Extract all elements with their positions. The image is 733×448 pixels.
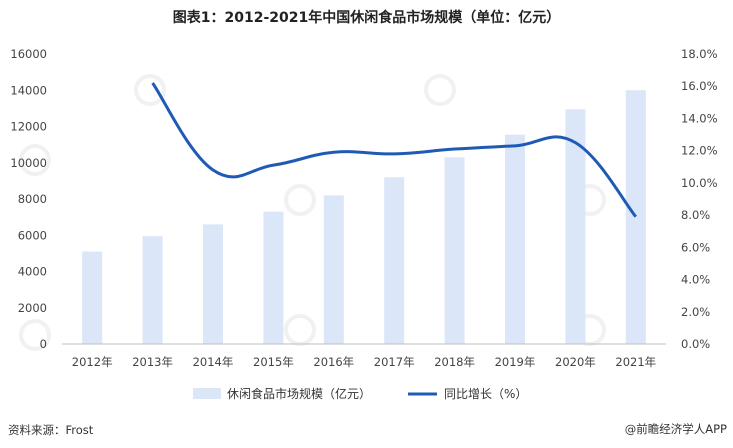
y-right-tick-label: 14.0%	[681, 111, 718, 125]
line-series	[151, 82, 637, 218]
watermark-mark	[19, 144, 51, 176]
y-left-tick-label: 8000	[18, 192, 47, 206]
y-left-tick-label: 16000	[10, 47, 47, 61]
bar	[625, 90, 646, 344]
x-tick-label: 2020年	[555, 355, 596, 369]
y-right-tick-label: 18.0%	[681, 47, 718, 61]
source-note: 资料来源：Frost	[8, 423, 94, 437]
x-tick-label: 2019年	[495, 355, 536, 369]
y-right-tick-label: 6.0%	[681, 240, 710, 254]
bar	[505, 134, 525, 344]
x-tick-label: 2017年	[374, 355, 415, 369]
x-tick-label: 2013年	[132, 355, 173, 369]
y-left-tick-label: 10000	[10, 156, 47, 170]
legend-line-label: 同比增长（%）	[444, 387, 527, 401]
legend-bar-swatch	[193, 388, 221, 399]
y-right-tick-label: 16.0%	[681, 79, 718, 93]
x-tick-label: 2021年	[615, 355, 656, 369]
x-tick-label: 2012年	[72, 355, 113, 369]
watermark-mark	[134, 74, 166, 106]
watermark-mark	[424, 74, 456, 106]
y-right-tick-label: 2.0%	[681, 305, 710, 319]
y-left-tick-label: 14000	[10, 83, 47, 97]
y-left-tick-label: 2000	[18, 301, 47, 315]
y-left-tick-label: 6000	[18, 228, 47, 242]
legend-bar-label: 休闲食品市场规模（亿元）	[227, 386, 371, 401]
chart-title: 图表1：2012-2021年中国休闲食品市场规模（单位：亿元）	[172, 10, 561, 26]
bar	[203, 224, 223, 344]
x-tick-label: 2018年	[434, 355, 475, 369]
x-tick-label: 2016年	[313, 355, 354, 369]
y-right-tick-label: 4.0%	[681, 273, 710, 287]
x-tick-label: 2015年	[253, 355, 294, 369]
bar	[263, 211, 284, 344]
legend: 休闲食品市场规模（亿元） 同比增长（%）	[193, 386, 527, 401]
bar	[384, 177, 405, 344]
y-right-tick-label: 12.0%	[681, 144, 718, 158]
bar	[444, 157, 465, 344]
y-left-tick-label: 12000	[10, 120, 47, 134]
axes: 0 2000 4000 6000 8000 10000 12000 14000 16000 0.0…	[10, 47, 717, 369]
bar	[142, 236, 163, 344]
brand-credit: @前瞻经济学人APP	[624, 422, 727, 436]
bar	[82, 251, 103, 344]
watermark-mark	[284, 314, 316, 346]
bar-series	[82, 90, 646, 344]
y-left-tick-label: 0	[40, 337, 47, 351]
y-left-tick-label: 4000	[18, 265, 47, 279]
y-right-tick-label: 0.0%	[681, 337, 710, 351]
y-right-tick-label: 8.0%	[681, 208, 710, 222]
watermark-mark	[19, 319, 51, 351]
x-tick-label: 2014年	[193, 355, 234, 369]
y-right-tick-label: 10.0%	[681, 176, 718, 190]
bar	[565, 109, 586, 344]
watermark-mark	[284, 184, 316, 216]
bar	[323, 195, 344, 344]
